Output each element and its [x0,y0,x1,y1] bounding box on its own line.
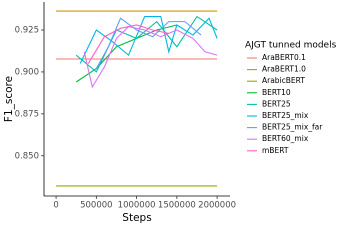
legend-label: BERT25_mix [262,111,309,120]
y-tick-label: 0.925 [15,26,39,36]
legend-label: BERT25_mix_far [262,123,323,132]
series-line [87,24,169,64]
legend-label: AraBERT0.1 [262,53,306,62]
y-tick-label: 0.850 [15,151,39,161]
series-line [75,15,218,73]
legend-label: BERT10 [262,88,291,97]
x-tick-label: 0 [53,201,58,211]
legend-label: BERT25 [262,99,291,108]
legend-label: BERT60_mix [262,134,309,143]
x-tick-label: 1000000 [118,201,156,211]
chart: Steps F1_score AJGT tunned models 0.850 0… [3,2,337,224]
legend-label: mBERT [262,146,289,155]
series-line [79,16,218,64]
series-line [95,17,202,69]
y-tick-label: 0.900 [15,67,39,77]
series-line [83,26,218,89]
legend-label: AraBERT1.0 [262,65,306,74]
x-tick-label: 1500000 [158,201,196,211]
legend-title: AJGT tunned models [245,41,337,51]
x-tick-label: 500000 [80,201,112,211]
y-axis-title: F1_score [3,76,15,122]
legend-label: ArabicBERT [262,76,305,85]
y-tick-label: 0.875 [15,109,39,119]
x-axis-title: Steps [122,212,151,224]
x-tick-label: 2000000 [198,201,236,211]
